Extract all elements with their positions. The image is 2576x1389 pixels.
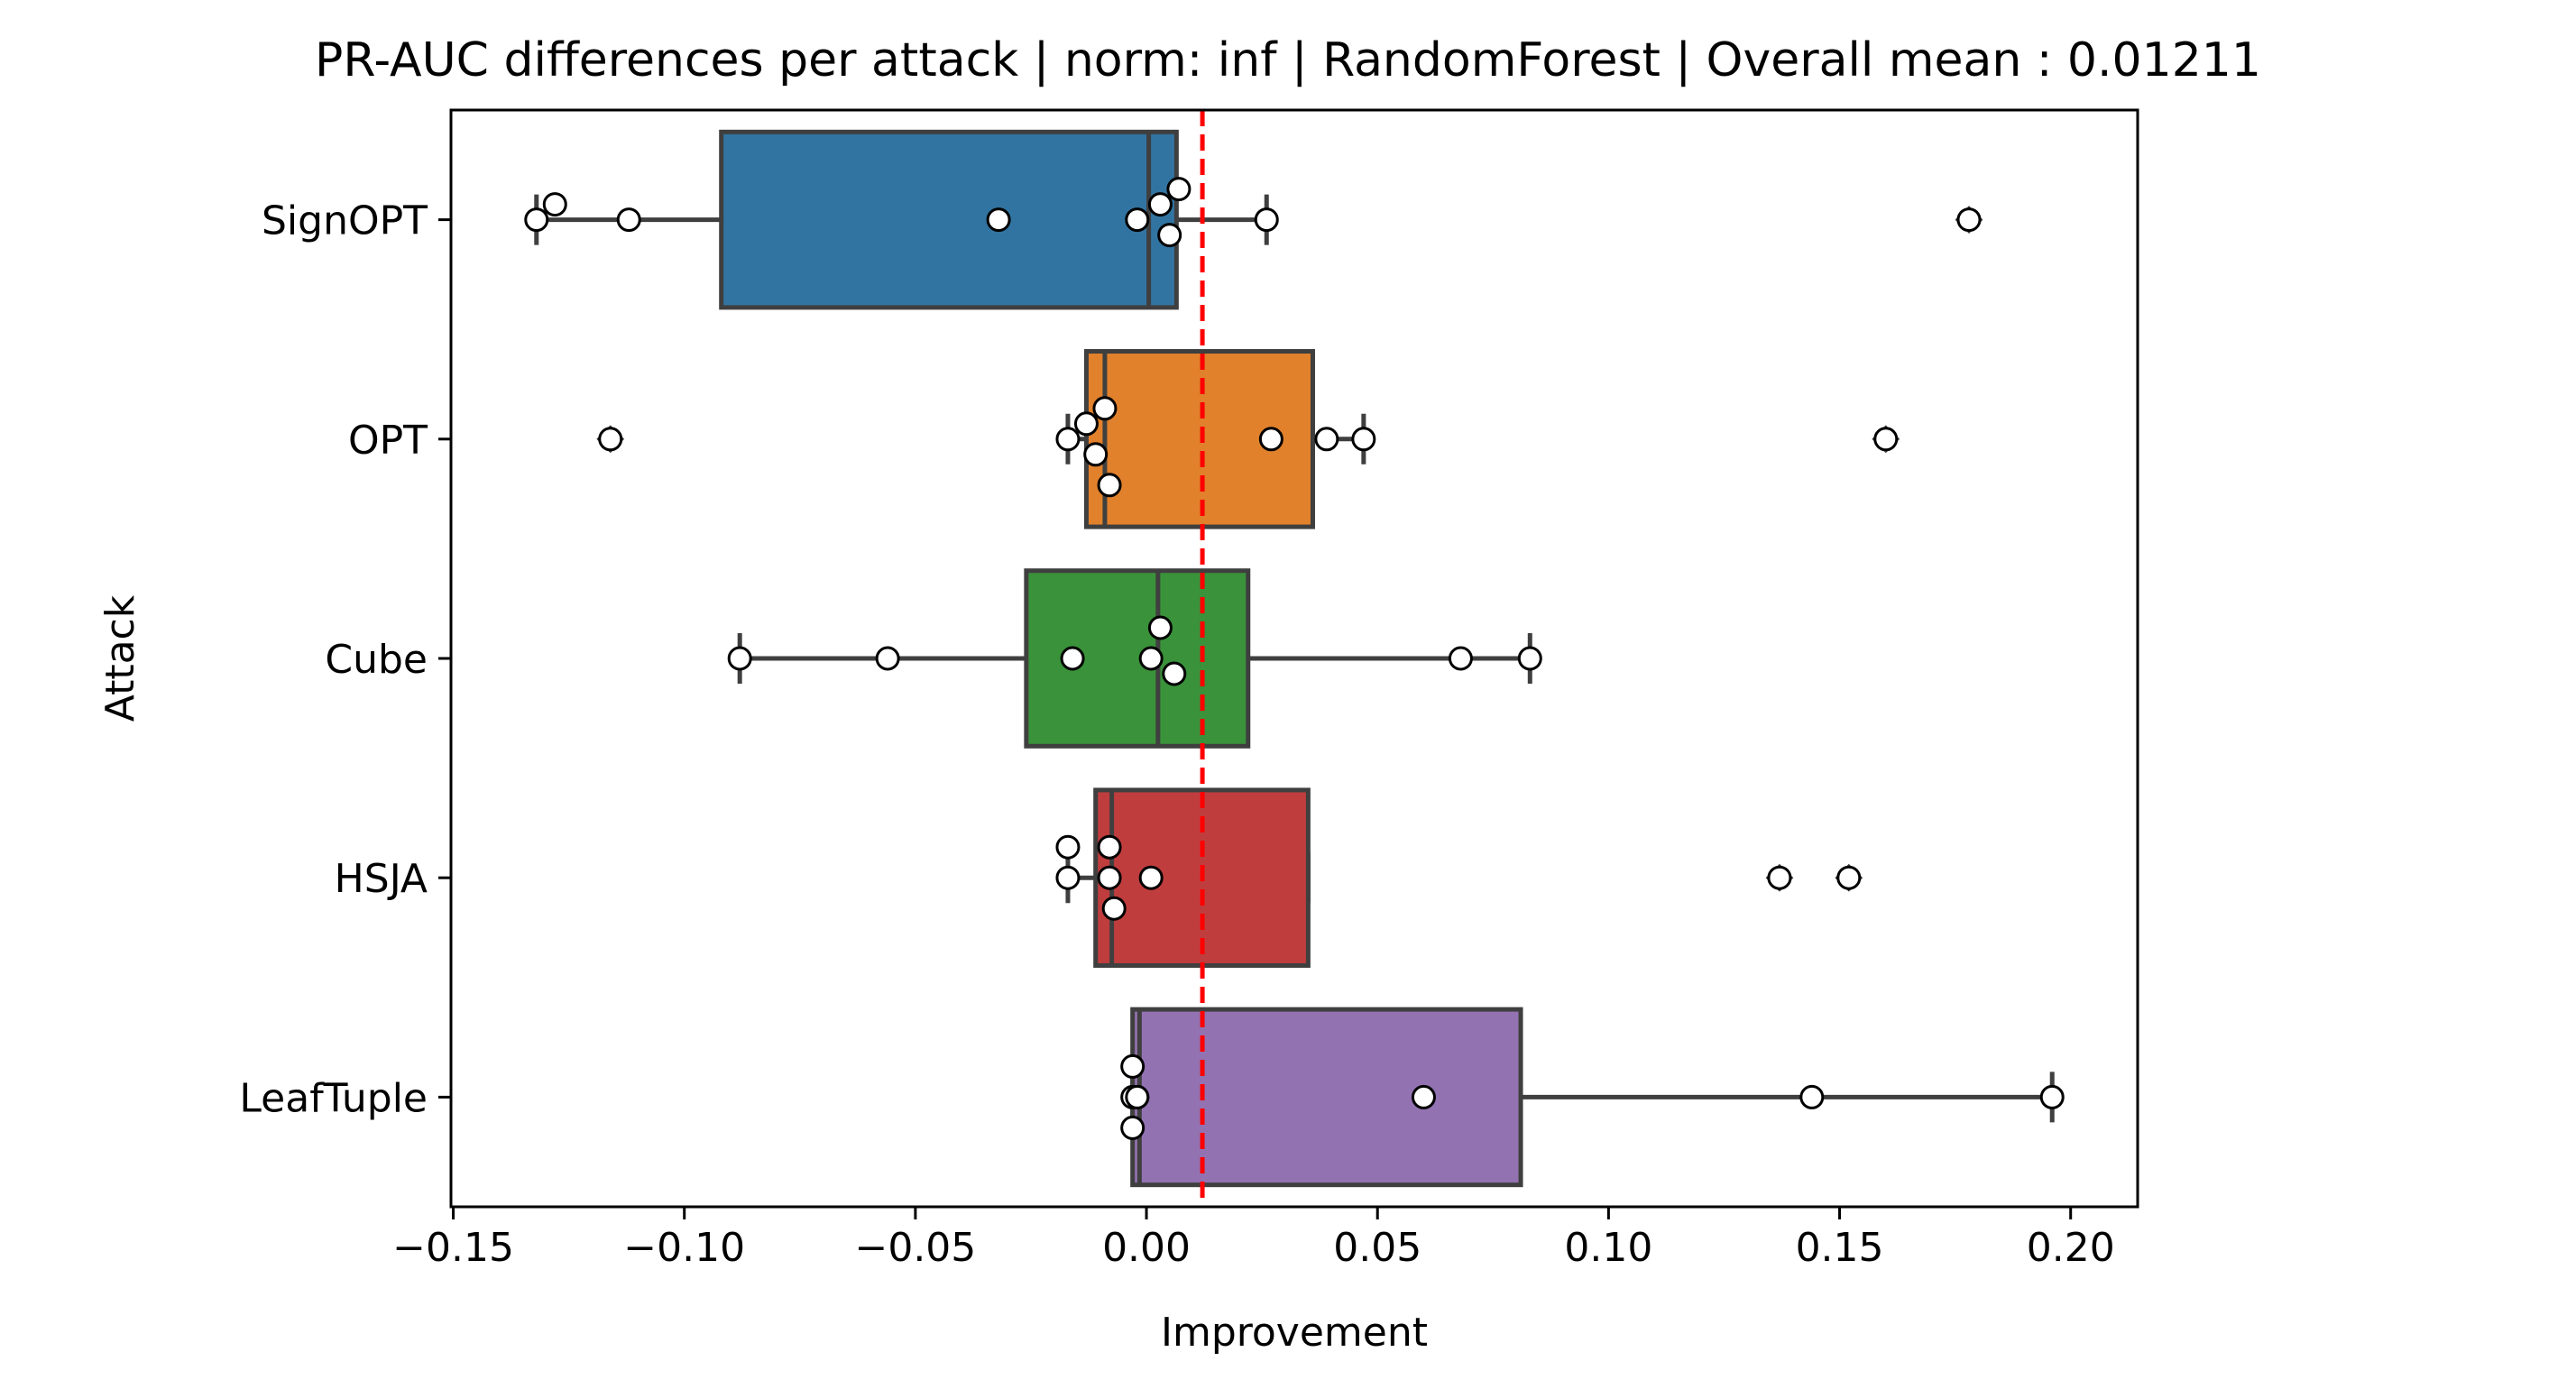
data-point	[1073, 411, 1099, 437]
chart-title: PR-AUC differences per attack | norm: in…	[315, 33, 2261, 87]
x-tick-label: 0.00	[1102, 1225, 1191, 1271]
data-point	[1836, 865, 1862, 890]
data-point	[1157, 223, 1182, 248]
data-point	[1055, 834, 1081, 860]
data-point	[1314, 427, 1339, 452]
box-group-opt	[596, 349, 1900, 529]
data-point	[1120, 1053, 1145, 1079]
data-point	[1147, 615, 1173, 640]
y-tick-label: OPT	[348, 418, 428, 464]
x-tick-label: −0.05	[854, 1225, 976, 1271]
box-group-leaftuple	[1130, 1007, 2055, 1188]
data-point	[524, 207, 549, 233]
data-point	[1254, 207, 1279, 233]
x-axis-label: Improvement	[1161, 1310, 1428, 1356]
data-point	[1055, 865, 1081, 890]
data-point	[1258, 427, 1283, 452]
data-point	[1101, 896, 1127, 921]
x-tick-label: 0.10	[1564, 1225, 1652, 1271]
data-point	[1125, 207, 1150, 233]
data-point	[1166, 177, 1191, 202]
data-point	[1799, 1084, 1825, 1109]
iqr-box	[1130, 1007, 1523, 1188]
iqr-box	[1024, 568, 1251, 749]
data-point	[1097, 834, 1122, 860]
x-tick-label: 0.20	[2027, 1225, 2115, 1271]
x-tick-label: −0.10	[623, 1225, 745, 1271]
data-point	[986, 207, 1011, 233]
data-point	[1147, 192, 1173, 217]
box-group-cube	[737, 568, 1532, 749]
data-point	[1092, 396, 1118, 421]
data-point	[1083, 442, 1109, 467]
plot-area	[524, 110, 2065, 1207]
x-tick-label: 0.15	[1796, 1225, 1884, 1271]
data-point	[1162, 661, 1187, 686]
data-point	[1138, 646, 1164, 671]
data-point	[1138, 865, 1164, 890]
x-tick-label: 0.05	[1333, 1225, 1421, 1271]
data-point	[1097, 473, 1122, 498]
data-point	[1055, 427, 1081, 452]
data-point	[1125, 1084, 1150, 1109]
x-tick-label: −0.15	[392, 1225, 514, 1271]
y-axis-label: Attack	[97, 594, 143, 722]
y-tick-label: HSJA	[335, 856, 428, 902]
data-point	[1956, 207, 1982, 233]
data-point	[1060, 646, 1085, 671]
data-point	[1097, 865, 1122, 890]
y-tick-label: SignOPT	[262, 198, 428, 244]
y-tick-label: LeafTuple	[239, 1075, 428, 1121]
data-point	[727, 646, 752, 671]
data-point	[1873, 427, 1899, 452]
y-tick-label: Cube	[325, 637, 428, 683]
y-axis: SignOPT OPT Cube HSJA LeafTuple	[239, 198, 451, 1121]
data-point	[1351, 427, 1376, 452]
data-point	[598, 427, 623, 452]
data-point	[875, 646, 900, 671]
x-axis: −0.15 −0.10 −0.05 0.00 0.05 0.10 0.15 0.20	[392, 1207, 2115, 1271]
iqr-box	[719, 129, 1179, 310]
data-point	[542, 192, 567, 217]
data-point	[616, 207, 641, 233]
data-point	[1448, 646, 1473, 671]
data-point	[2039, 1084, 2065, 1109]
data-point	[1120, 1115, 1145, 1140]
data-point	[1767, 865, 1792, 890]
data-point	[1517, 646, 1542, 671]
box-group-signopt	[534, 129, 1983, 310]
box-group-hsja	[1065, 787, 1863, 968]
data-point	[1411, 1084, 1436, 1109]
